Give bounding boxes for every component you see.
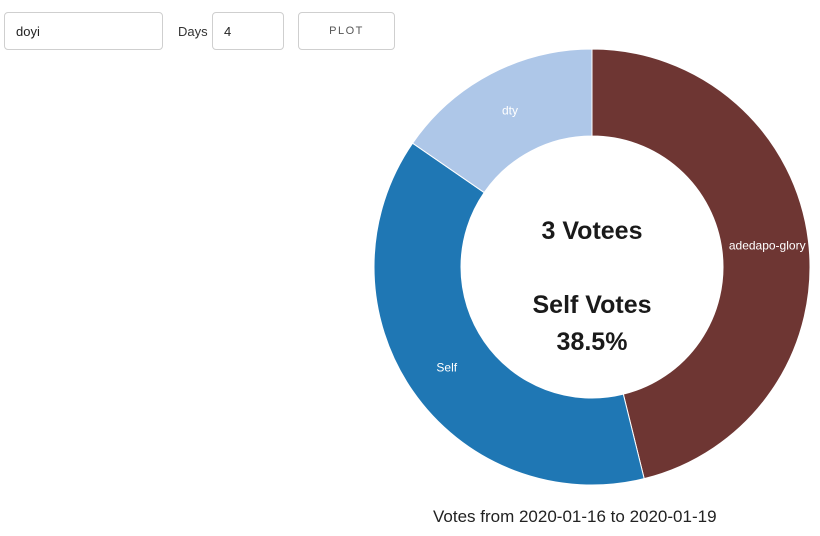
donut-chart: adedapo-glory Self dty 3 Votees Self Votes… — [373, 48, 811, 486]
slice-self — [373, 142, 645, 486]
controls-bar: Days PLOT — [0, 0, 820, 60]
slice-labels: adedapo-glory Self dty — [436, 104, 805, 375]
slice-label-dty: dty — [502, 104, 518, 118]
plot-button[interactable]: PLOT — [298, 12, 395, 50]
votee-count-text: 3 Votees — [542, 217, 643, 245]
days-input[interactable] — [212, 12, 284, 50]
slice-dty — [411, 48, 593, 194]
donut-slices — [373, 48, 811, 486]
slice-label-adedapo-glory: adedapo-glory — [729, 239, 806, 253]
date-range-caption: Votes from 2020-01-16 to 2020-01-19 — [433, 507, 717, 526]
self-votes-percent: 38.5% — [557, 328, 628, 356]
days-label: Days — [178, 24, 208, 39]
username-input[interactable] — [4, 12, 163, 50]
self-votes-title: Self Votes — [532, 291, 651, 319]
slice-adedapo-glory — [591, 48, 811, 480]
slice-label-self: Self — [436, 360, 457, 374]
